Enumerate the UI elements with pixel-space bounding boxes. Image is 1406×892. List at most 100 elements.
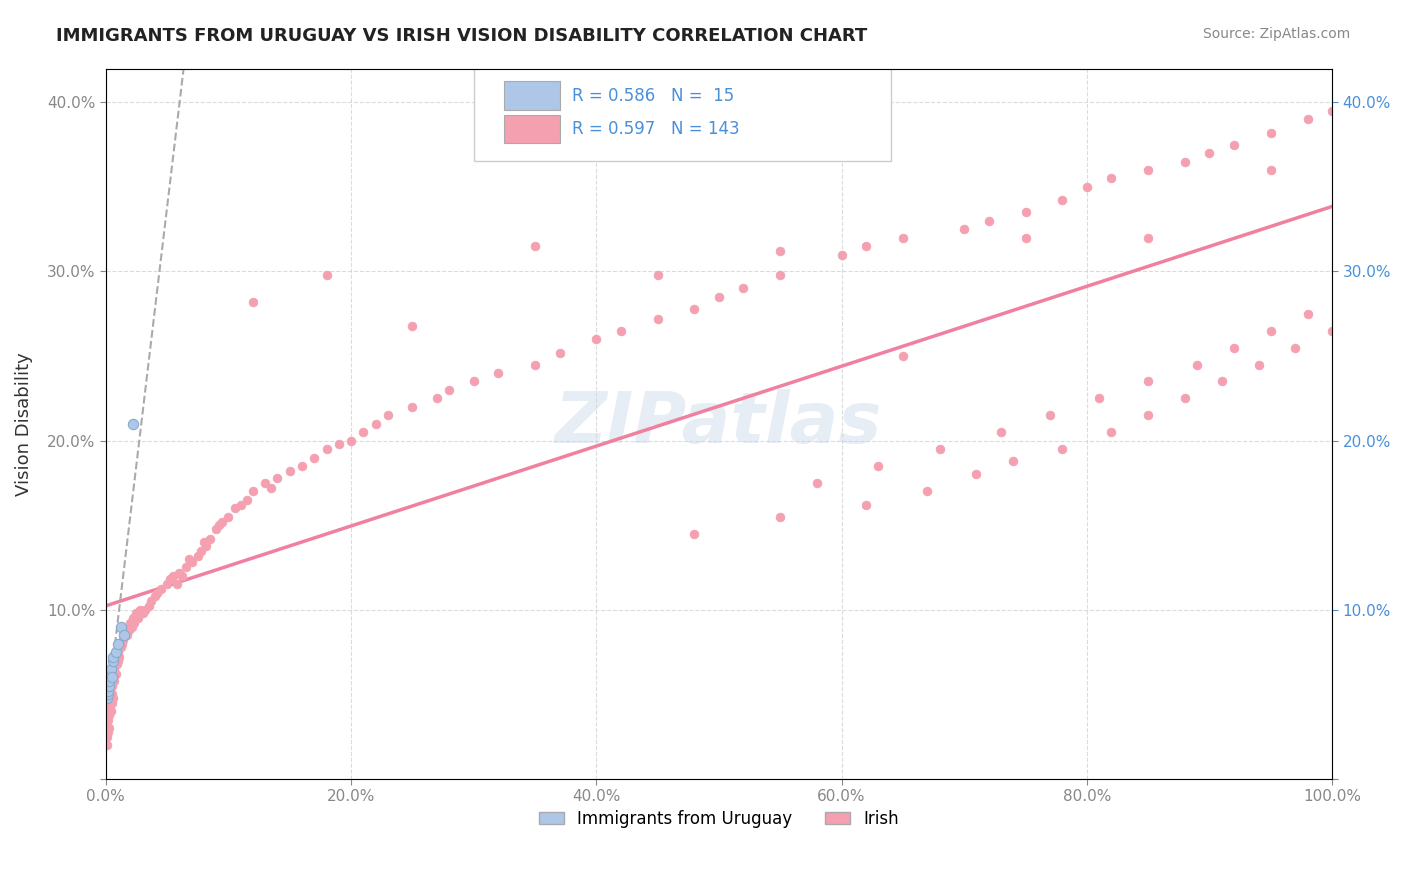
Point [97,704,120,718]
Point [207,518,229,533]
Point [98,721,121,735]
Point [868,458,890,473]
Point [1174,392,1197,406]
Point [107,637,129,651]
Point [110,620,132,634]
Point [101,670,124,684]
Point [1137,409,1160,423]
Point [278,464,301,478]
Point [1137,230,1160,244]
Point [97,724,120,739]
Point [1247,358,1270,372]
Point [242,484,264,499]
Point [100,662,122,676]
Point [1296,112,1319,127]
Point [101,670,124,684]
Point [195,539,218,553]
Point [97,684,120,698]
Point [101,696,124,710]
Point [103,662,125,676]
FancyBboxPatch shape [505,81,560,110]
Point [129,603,152,617]
Point [1260,163,1282,178]
Point [315,442,337,456]
Point [103,673,125,688]
Text: R = 0.586   N =  15: R = 0.586 N = 15 [572,87,734,104]
Text: R = 0.597   N = 143: R = 0.597 N = 143 [572,120,740,138]
Legend: Immigrants from Uruguay, Irish: Immigrants from Uruguay, Irish [531,803,905,835]
Point [107,653,129,667]
Point [1211,375,1233,389]
Point [1185,358,1208,372]
Text: ZIPatlas: ZIPatlas [555,389,883,458]
Point [97,687,120,701]
Point [138,599,160,614]
Point [105,657,128,671]
Point [170,569,193,583]
Point [101,679,124,693]
Point [141,594,163,608]
Point [486,366,509,380]
Point [1296,307,1319,321]
Point [101,690,124,705]
Point [193,535,215,549]
Point [254,475,277,490]
Point [96,730,118,744]
Point [352,425,374,440]
Point [524,239,547,253]
Point [1174,154,1197,169]
Point [117,620,139,634]
Point [211,515,233,529]
Point [855,498,877,512]
Point [205,522,228,536]
Point [1099,171,1122,186]
Point [990,425,1012,440]
Point [965,467,987,482]
Point [101,653,124,667]
Point [105,650,128,665]
Point [315,268,337,282]
Point [242,294,264,309]
Point [1223,137,1246,152]
Text: IMMIGRANTS FROM URUGUAY VS IRISH VISION DISABILITY CORRELATION CHART: IMMIGRANTS FROM URUGUAY VS IRISH VISION … [56,27,868,45]
Point [217,509,239,524]
Point [831,247,853,261]
Point [733,281,755,295]
Point [769,268,792,282]
Point [917,484,939,499]
Point [304,450,326,465]
Point [166,577,188,591]
Point [1014,230,1036,244]
Point [1223,341,1246,355]
Point [179,552,201,566]
Y-axis label: Vision Disability: Vision Disability [15,351,32,496]
Point [100,704,122,718]
Point [224,501,246,516]
Point [328,437,350,451]
Point [96,690,118,705]
Point [108,650,131,665]
Point [112,628,135,642]
Point [101,650,124,665]
Point [125,606,148,620]
Point [110,640,132,654]
Point [548,345,571,359]
Point [437,383,460,397]
Point [1002,454,1025,468]
Point [121,620,143,634]
Point [291,458,314,473]
Point [115,628,138,642]
Point [131,606,153,620]
Point [143,589,166,603]
Point [97,713,120,727]
Point [98,673,121,688]
Point [198,532,221,546]
Point [401,318,423,333]
Point [1052,194,1074,208]
Point [1284,341,1306,355]
Point [169,566,191,580]
Point [610,324,633,338]
Point [104,653,127,667]
Point [190,543,212,558]
Point [121,417,143,431]
